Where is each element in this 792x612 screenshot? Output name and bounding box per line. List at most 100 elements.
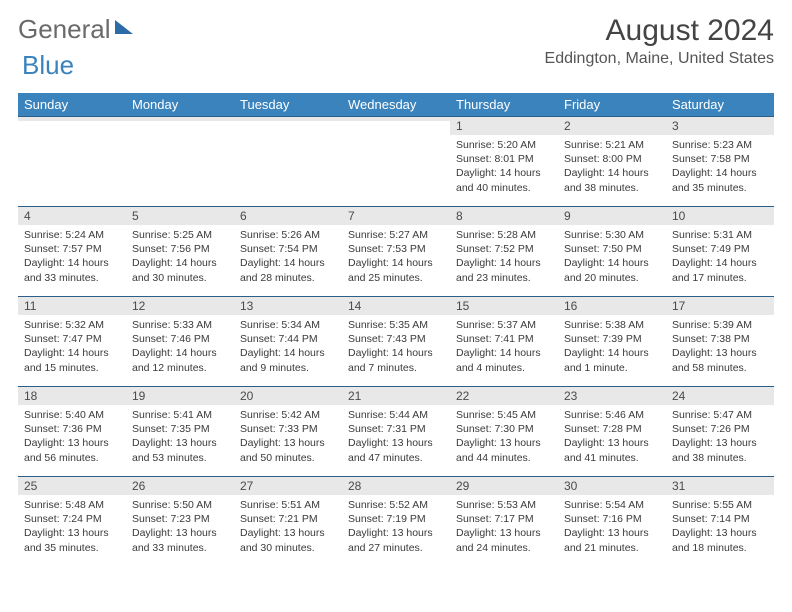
day-number: 19 bbox=[126, 387, 234, 405]
calendar-cell: 3Sunrise: 5:23 AMSunset: 7:58 PMDaylight… bbox=[666, 117, 774, 207]
daylight-text: Daylight: 13 hours and 53 minutes. bbox=[132, 436, 228, 464]
day-number: 24 bbox=[666, 387, 774, 405]
daylight-text: Daylight: 13 hours and 50 minutes. bbox=[240, 436, 336, 464]
calendar-row: 25Sunrise: 5:48 AMSunset: 7:24 PMDayligh… bbox=[18, 477, 774, 567]
daylight-text: Daylight: 13 hours and 38 minutes. bbox=[672, 436, 768, 464]
daylight-text: Daylight: 13 hours and 24 minutes. bbox=[456, 526, 552, 554]
daylight-text: Daylight: 14 hours and 30 minutes. bbox=[132, 256, 228, 284]
daylight-text: Daylight: 13 hours and 56 minutes. bbox=[24, 436, 120, 464]
day-number: 31 bbox=[666, 477, 774, 495]
sunset-text: Sunset: 7:49 PM bbox=[672, 242, 768, 256]
daylight-text: Daylight: 14 hours and 12 minutes. bbox=[132, 346, 228, 374]
calendar-cell: 10Sunrise: 5:31 AMSunset: 7:49 PMDayligh… bbox=[666, 207, 774, 297]
sunrise-text: Sunrise: 5:48 AM bbox=[24, 498, 120, 512]
day-number: 8 bbox=[450, 207, 558, 225]
day-number: 16 bbox=[558, 297, 666, 315]
sunset-text: Sunset: 7:47 PM bbox=[24, 332, 120, 346]
sunset-text: Sunset: 7:50 PM bbox=[564, 242, 660, 256]
day-body: Sunrise: 5:31 AMSunset: 7:49 PMDaylight:… bbox=[666, 225, 774, 291]
day-body bbox=[342, 121, 450, 130]
calendar-cell bbox=[342, 117, 450, 207]
sunset-text: Sunset: 7:56 PM bbox=[132, 242, 228, 256]
calendar-cell: 8Sunrise: 5:28 AMSunset: 7:52 PMDaylight… bbox=[450, 207, 558, 297]
calendar-cell: 19Sunrise: 5:41 AMSunset: 7:35 PMDayligh… bbox=[126, 387, 234, 477]
day-number: 27 bbox=[234, 477, 342, 495]
day-body: Sunrise: 5:33 AMSunset: 7:46 PMDaylight:… bbox=[126, 315, 234, 381]
daylight-text: Daylight: 13 hours and 58 minutes. bbox=[672, 346, 768, 374]
day-body: Sunrise: 5:23 AMSunset: 7:58 PMDaylight:… bbox=[666, 135, 774, 201]
col-wednesday: Wednesday bbox=[342, 93, 450, 117]
day-body bbox=[18, 121, 126, 130]
calendar-cell: 27Sunrise: 5:51 AMSunset: 7:21 PMDayligh… bbox=[234, 477, 342, 567]
sunrise-text: Sunrise: 5:25 AM bbox=[132, 228, 228, 242]
calendar-cell: 21Sunrise: 5:44 AMSunset: 7:31 PMDayligh… bbox=[342, 387, 450, 477]
sunset-text: Sunset: 7:24 PM bbox=[24, 512, 120, 526]
sunset-text: Sunset: 7:52 PM bbox=[456, 242, 552, 256]
daylight-text: Daylight: 13 hours and 30 minutes. bbox=[240, 526, 336, 554]
calendar-cell: 24Sunrise: 5:47 AMSunset: 7:26 PMDayligh… bbox=[666, 387, 774, 477]
day-number: 26 bbox=[126, 477, 234, 495]
calendar-cell: 4Sunrise: 5:24 AMSunset: 7:57 PMDaylight… bbox=[18, 207, 126, 297]
sunrise-text: Sunrise: 5:41 AM bbox=[132, 408, 228, 422]
daylight-text: Daylight: 13 hours and 21 minutes. bbox=[564, 526, 660, 554]
day-number: 2 bbox=[558, 117, 666, 135]
day-body: Sunrise: 5:55 AMSunset: 7:14 PMDaylight:… bbox=[666, 495, 774, 561]
sunrise-text: Sunrise: 5:47 AM bbox=[672, 408, 768, 422]
logo-text-1: General bbox=[18, 14, 111, 45]
daylight-text: Daylight: 14 hours and 33 minutes. bbox=[24, 256, 120, 284]
sunset-text: Sunset: 7:26 PM bbox=[672, 422, 768, 436]
day-body: Sunrise: 5:25 AMSunset: 7:56 PMDaylight:… bbox=[126, 225, 234, 291]
col-thursday: Thursday bbox=[450, 93, 558, 117]
calendar-cell: 25Sunrise: 5:48 AMSunset: 7:24 PMDayligh… bbox=[18, 477, 126, 567]
sunrise-text: Sunrise: 5:20 AM bbox=[456, 138, 552, 152]
sunset-text: Sunset: 8:00 PM bbox=[564, 152, 660, 166]
day-body bbox=[126, 121, 234, 130]
day-body: Sunrise: 5:24 AMSunset: 7:57 PMDaylight:… bbox=[18, 225, 126, 291]
day-body: Sunrise: 5:47 AMSunset: 7:26 PMDaylight:… bbox=[666, 405, 774, 471]
sunset-text: Sunset: 7:43 PM bbox=[348, 332, 444, 346]
calendar-row: 4Sunrise: 5:24 AMSunset: 7:57 PMDaylight… bbox=[18, 207, 774, 297]
daylight-text: Daylight: 14 hours and 23 minutes. bbox=[456, 256, 552, 284]
sunset-text: Sunset: 7:16 PM bbox=[564, 512, 660, 526]
sunrise-text: Sunrise: 5:23 AM bbox=[672, 138, 768, 152]
day-number: 15 bbox=[450, 297, 558, 315]
day-body bbox=[234, 121, 342, 130]
sunrise-text: Sunrise: 5:30 AM bbox=[564, 228, 660, 242]
day-number: 3 bbox=[666, 117, 774, 135]
day-number: 5 bbox=[126, 207, 234, 225]
day-body: Sunrise: 5:51 AMSunset: 7:21 PMDaylight:… bbox=[234, 495, 342, 561]
calendar-cell: 6Sunrise: 5:26 AMSunset: 7:54 PMDaylight… bbox=[234, 207, 342, 297]
daylight-text: Daylight: 13 hours and 33 minutes. bbox=[132, 526, 228, 554]
sunset-text: Sunset: 7:41 PM bbox=[456, 332, 552, 346]
sunset-text: Sunset: 7:46 PM bbox=[132, 332, 228, 346]
daylight-text: Daylight: 13 hours and 41 minutes. bbox=[564, 436, 660, 464]
sunrise-text: Sunrise: 5:46 AM bbox=[564, 408, 660, 422]
day-body: Sunrise: 5:35 AMSunset: 7:43 PMDaylight:… bbox=[342, 315, 450, 381]
calendar-cell bbox=[234, 117, 342, 207]
calendar-cell: 15Sunrise: 5:37 AMSunset: 7:41 PMDayligh… bbox=[450, 297, 558, 387]
sunrise-text: Sunrise: 5:42 AM bbox=[240, 408, 336, 422]
sunrise-text: Sunrise: 5:50 AM bbox=[132, 498, 228, 512]
sunrise-text: Sunrise: 5:54 AM bbox=[564, 498, 660, 512]
sunset-text: Sunset: 7:33 PM bbox=[240, 422, 336, 436]
sunrise-text: Sunrise: 5:33 AM bbox=[132, 318, 228, 332]
day-body: Sunrise: 5:37 AMSunset: 7:41 PMDaylight:… bbox=[450, 315, 558, 381]
daylight-text: Daylight: 14 hours and 9 minutes. bbox=[240, 346, 336, 374]
daylight-text: Daylight: 14 hours and 35 minutes. bbox=[672, 166, 768, 194]
sunrise-text: Sunrise: 5:34 AM bbox=[240, 318, 336, 332]
sunrise-text: Sunrise: 5:35 AM bbox=[348, 318, 444, 332]
calendar-cell: 7Sunrise: 5:27 AMSunset: 7:53 PMDaylight… bbox=[342, 207, 450, 297]
col-tuesday: Tuesday bbox=[234, 93, 342, 117]
day-number: 1 bbox=[450, 117, 558, 135]
sunset-text: Sunset: 7:54 PM bbox=[240, 242, 336, 256]
sunrise-text: Sunrise: 5:40 AM bbox=[24, 408, 120, 422]
day-body: Sunrise: 5:21 AMSunset: 8:00 PMDaylight:… bbox=[558, 135, 666, 201]
sunrise-text: Sunrise: 5:44 AM bbox=[348, 408, 444, 422]
day-number: 20 bbox=[234, 387, 342, 405]
sunset-text: Sunset: 7:39 PM bbox=[564, 332, 660, 346]
day-number: 17 bbox=[666, 297, 774, 315]
sunset-text: Sunset: 7:21 PM bbox=[240, 512, 336, 526]
day-number: 12 bbox=[126, 297, 234, 315]
calendar-cell bbox=[18, 117, 126, 207]
sunrise-text: Sunrise: 5:31 AM bbox=[672, 228, 768, 242]
